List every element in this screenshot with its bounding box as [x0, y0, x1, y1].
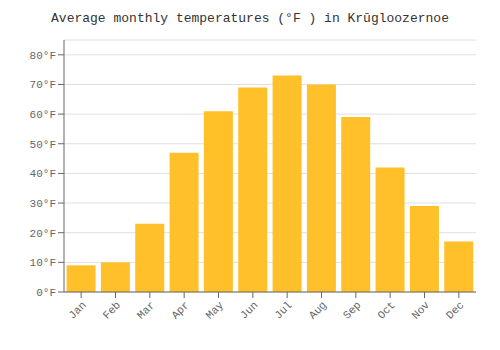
svg-text:Aug: Aug: [307, 299, 329, 321]
svg-text:Apr: Apr: [169, 299, 191, 321]
svg-text:May: May: [204, 299, 227, 322]
svg-text:Jul: Jul: [272, 299, 294, 321]
svg-text:20°F: 20°F: [30, 228, 56, 240]
svg-text:30°F: 30°F: [30, 198, 56, 210]
svg-text:50°F: 50°F: [30, 139, 56, 151]
html-text:Average monthly temperatures (: Average monthly temperatures (°F ) in Kr…: [51, 11, 449, 26]
svg-text:60°F: 60°F: [30, 109, 56, 121]
svg-text:Jan: Jan: [66, 299, 88, 321]
svg-text:0°F: 0°F: [36, 287, 56, 299]
svg-text:Sep: Sep: [341, 299, 363, 321]
svg-text:Nov: Nov: [410, 299, 433, 322]
svg-text:70°F: 70°F: [30, 79, 56, 91]
svg-text:40°F: 40°F: [30, 168, 56, 180]
svg-text:Oct: Oct: [375, 299, 397, 321]
svg-text:Feb: Feb: [101, 299, 123, 321]
svg-text:80°F: 80°F: [30, 50, 56, 62]
svg-text:10°F: 10°F: [30, 257, 56, 269]
svg-text:Dec: Dec: [444, 299, 466, 321]
svg-text:Jun: Jun: [238, 299, 260, 321]
svg-text:Mar: Mar: [135, 299, 157, 321]
